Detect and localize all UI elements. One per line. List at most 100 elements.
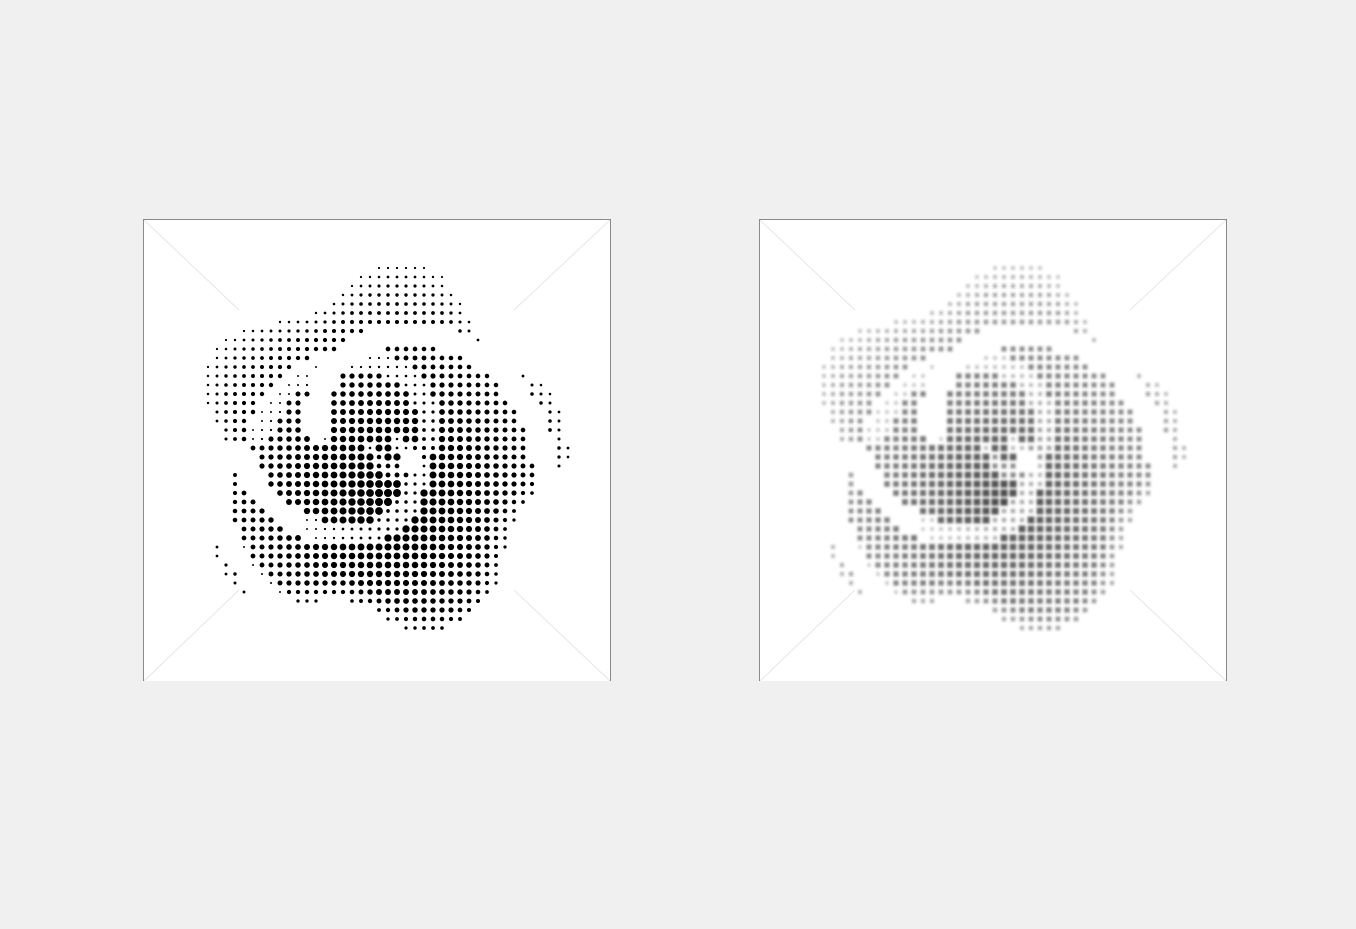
soft-square-dot <box>1036 507 1044 515</box>
halftone-dot <box>358 391 364 397</box>
halftone-dot <box>448 382 454 388</box>
halftone-dot <box>259 517 265 523</box>
halftone-dot <box>421 373 427 379</box>
soft-square-dot <box>1118 409 1124 415</box>
halftone-dot <box>260 572 264 576</box>
soft-square-dot <box>921 383 925 387</box>
halftone-dot <box>294 471 302 479</box>
halftone-dot <box>502 418 508 424</box>
halftone-dot <box>447 426 455 434</box>
soft-square-dot <box>902 535 908 541</box>
halftone-dot <box>330 426 338 434</box>
soft-square-dot <box>1064 409 1070 415</box>
soft-square-dot <box>964 462 972 470</box>
soft-square-dot <box>831 545 835 549</box>
halftone-dot <box>295 436 301 442</box>
soft-square-dot <box>1054 525 1062 533</box>
halftone-dot <box>475 418 481 424</box>
halftone-dot <box>511 418 517 424</box>
soft-square-dot <box>1055 589 1061 595</box>
halftone-dot <box>295 355 301 361</box>
soft-square-dot <box>884 481 890 487</box>
halftone-dot <box>548 410 552 414</box>
soft-square-dot <box>875 355 881 361</box>
soft-square-dot <box>966 365 970 369</box>
halftone-dot <box>420 552 428 560</box>
soft-square-dot <box>1072 507 1080 515</box>
halftone-dot <box>348 480 356 488</box>
soft-square-dot <box>1045 534 1053 542</box>
halftone-dot <box>368 365 372 369</box>
soft-square-dot <box>992 589 998 595</box>
halftone-dot <box>348 507 356 515</box>
soft-square-dot <box>928 471 936 479</box>
halftone-dot <box>268 436 274 442</box>
soft-square-dot <box>1046 598 1052 604</box>
halftone-dot <box>511 427 517 433</box>
soft-square-dot <box>991 498 999 506</box>
soft-square-dot <box>1018 543 1026 551</box>
halftone-dot <box>303 543 311 551</box>
soft-square-dot <box>937 489 945 497</box>
halftone-dot <box>475 454 481 460</box>
halftone-dot <box>484 436 490 442</box>
soft-square-dot <box>938 571 944 577</box>
soft-square-dot <box>1082 562 1088 568</box>
soft-square-dot <box>893 355 899 361</box>
soft-square-dot <box>1091 517 1097 523</box>
soft-square-dot <box>1109 499 1115 505</box>
halftone-dot <box>277 580 283 586</box>
halftone-dot <box>457 409 463 415</box>
halftone-dot <box>420 579 428 587</box>
soft-square-dot <box>982 453 990 461</box>
halftone-dot <box>375 570 383 578</box>
soft-square-dot <box>866 535 872 541</box>
halftone-dot <box>458 302 462 306</box>
halftone-dot <box>270 402 272 404</box>
halftone-dot <box>403 400 409 406</box>
soft-square-dot <box>1011 437 1015 441</box>
halftone-dot <box>241 535 247 541</box>
halftone-dot <box>539 383 543 387</box>
soft-square-dot <box>1072 462 1080 470</box>
halftone-dot <box>493 472 499 478</box>
soft-square-dot <box>875 445 881 451</box>
soft-square-dot <box>893 364 899 370</box>
soft-square-dot <box>1037 427 1043 433</box>
halftone-dot <box>448 418 454 424</box>
soft-square-dot <box>919 507 927 515</box>
halftone-dot <box>295 427 301 433</box>
soft-square-dot <box>982 507 990 515</box>
halftone-dot <box>440 293 444 297</box>
halftone-dot <box>224 572 228 576</box>
halftone-dot <box>484 373 490 379</box>
halftone-dot <box>386 527 390 531</box>
halftone-dot <box>251 356 255 360</box>
halftone-dot <box>413 626 417 630</box>
soft-square-dot <box>912 383 916 387</box>
soft-square-dot <box>937 543 945 551</box>
halftone-dot <box>259 553 265 559</box>
soft-square-dot <box>991 561 999 569</box>
halftone-dot <box>502 508 508 514</box>
soft-square-dot <box>1063 453 1071 461</box>
soft-square-dot <box>1010 580 1016 586</box>
halftone-dot <box>375 408 383 416</box>
halftone-dot <box>431 275 435 279</box>
soft-square-dot <box>848 571 854 577</box>
halftone-dot <box>421 364 427 370</box>
soft-square-dot <box>1020 266 1024 270</box>
halftone-dot <box>456 525 464 533</box>
halftone-dot <box>493 409 499 415</box>
soft-square-dot <box>1074 311 1078 315</box>
halftone-dot <box>357 471 365 479</box>
halftone-dot <box>465 480 473 488</box>
halftone-dot <box>429 516 437 524</box>
halftone-dot <box>295 400 301 406</box>
halftone-dot <box>376 400 382 406</box>
soft-square-dot <box>1001 616 1007 622</box>
soft-square-dot <box>1064 373 1070 379</box>
halftone-dot <box>376 463 382 469</box>
soft-square-dot <box>1055 409 1061 415</box>
soft-square-dot <box>1019 472 1025 478</box>
